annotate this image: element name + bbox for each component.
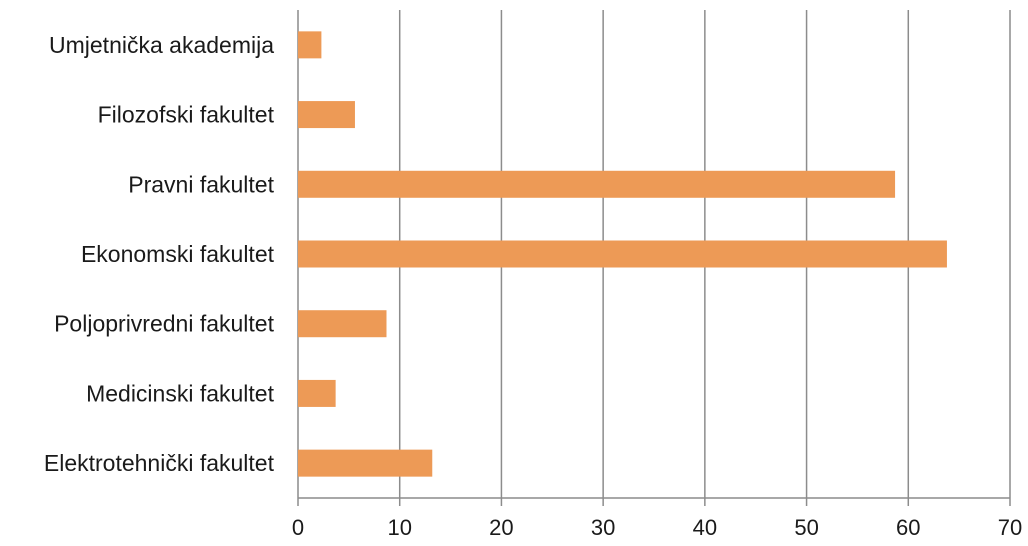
category-label: Pravni fakultet	[128, 171, 274, 197]
x-tick-label: 50	[794, 515, 818, 540]
bar	[298, 379, 336, 407]
bar	[298, 31, 322, 59]
bar	[298, 449, 433, 477]
category-label: Elektrotehnički fakultet	[44, 450, 275, 476]
bars	[298, 31, 947, 477]
bar	[298, 310, 387, 338]
bar	[298, 101, 355, 129]
category-labels: Umjetnička akademija Filozofski fakultet P…	[44, 32, 275, 476]
x-tick-label: 0	[292, 515, 304, 540]
x-tick-label: 10	[387, 515, 411, 540]
bar	[298, 170, 896, 198]
category-label: Umjetnička akademija	[49, 32, 274, 58]
x-axis: 0 10 20 30 40 50 60 70	[292, 497, 1022, 540]
x-tick-label: 70	[998, 515, 1022, 540]
category-label: Medicinski fakultet	[86, 380, 275, 406]
category-label: Ekonomski fakultet	[81, 241, 275, 267]
x-tick-label: 30	[591, 515, 615, 540]
category-label: Poljoprivredni fakultet	[54, 311, 275, 337]
x-tick-label: 20	[489, 515, 513, 540]
category-label: Filozofski fakultet	[98, 102, 275, 128]
bar	[298, 240, 947, 268]
x-tick-label: 60	[896, 515, 920, 540]
x-tick-label: 40	[693, 515, 717, 540]
